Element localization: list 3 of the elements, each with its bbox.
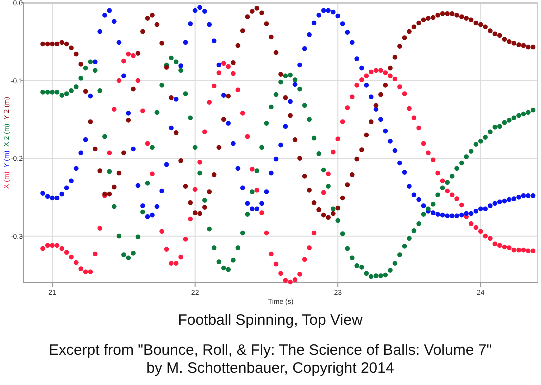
text: Football Spinning, Top View [178,312,363,329]
text: by M. Schottenbauer, Copyright 2014 [146,360,394,377]
text: Excerpt from "Bounce, Roll, & Fly: The Science of Balls: Volume 7" [48,342,492,359]
